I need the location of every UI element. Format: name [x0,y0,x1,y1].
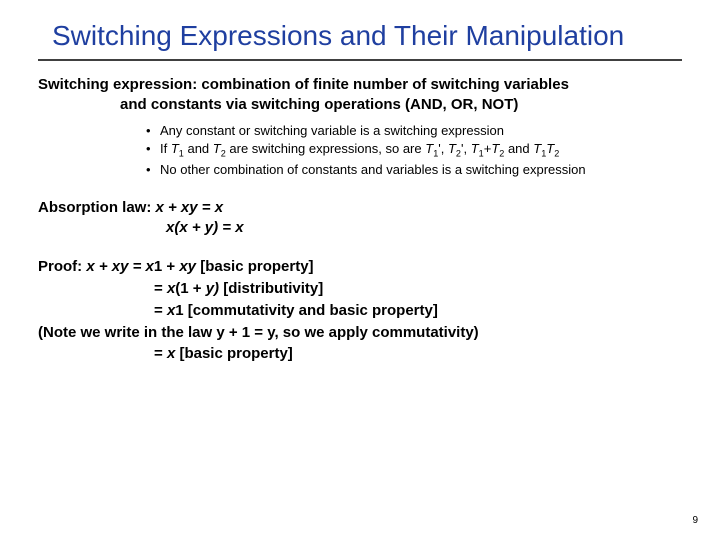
bullet-icon: • [146,161,160,180]
proof-line: Proof: x + xy = x1 + xy [basic property] [38,256,682,278]
bullet-text: If T1 and T2 are switching expressions, … [160,140,559,161]
proof-line: = x(1 + y) [distributivity] [38,278,682,300]
list-item: • If T1 and T2 are switching expressions… [146,140,682,161]
absorption-law: Absorption law: x + xy = x x(x + y) = x [38,198,682,239]
definition-label: Switching expression: [38,76,197,93]
bullet-text: Any constant or switching variable is a … [160,122,504,141]
proof-line: = x1 [commutativity and basic property] [38,300,682,322]
page-number: 9 [692,515,698,526]
list-item: • No other combination of constants and … [146,161,682,180]
law-label: Absorption law: [38,199,151,216]
definition-line1: combination of finite number of switchin… [197,76,569,93]
bullet-list: • Any constant or switching variable is … [38,122,682,180]
law-eq2: x(x + y) = x [38,218,682,238]
slide-title: Switching Expressions and Their Manipula… [38,18,682,61]
law-eq1: x + xy = x [151,199,223,216]
list-item: • Any constant or switching variable is … [146,122,682,141]
bullet-icon: • [146,140,160,161]
bullet-text: No other combination of constants and va… [160,161,586,180]
bullet-icon: • [146,122,160,141]
proof-note: (Note we write in the law y + 1 = y, so … [38,322,682,344]
definition-line2: and constants via switching operations (… [38,95,682,115]
proof-block: Proof: x + xy = x1 + xy [basic property]… [38,256,682,365]
proof-line: = x [basic property] [38,343,682,365]
definition-block: Switching expression: combination of fin… [38,75,682,116]
